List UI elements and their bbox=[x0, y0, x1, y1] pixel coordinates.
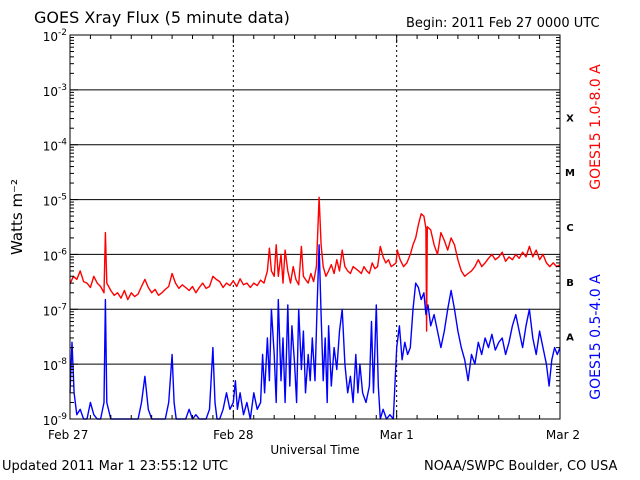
chart-title: GOES Xray Flux (5 minute data) bbox=[34, 8, 290, 27]
updated-time: Updated 2011 Mar 1 23:55:12 UTC bbox=[2, 459, 229, 474]
y-tick-label: 10-2 bbox=[43, 28, 67, 44]
y-tick-label: 10-9 bbox=[43, 412, 68, 428]
y-tick-label: 10-4 bbox=[43, 138, 68, 154]
x-tick-label: Mar 2 bbox=[546, 428, 580, 442]
y-tick-label: 10-6 bbox=[43, 247, 68, 263]
legend-entry: GOES15 0.5-4.0 A bbox=[588, 274, 604, 400]
flare-class-label: M bbox=[565, 168, 575, 179]
labels-layer: 10-9 10-8 10-7 10-6 10-5 10-4 10-3 10-2 Feb 27 Fe… bbox=[8, 28, 604, 457]
plot-frame bbox=[69, 34, 561, 420]
y-tick-label: 10-5 bbox=[43, 193, 67, 209]
y-tick-label: 10-8 bbox=[43, 357, 68, 373]
flare-class-label: C bbox=[566, 223, 573, 234]
flare-class-label: A bbox=[566, 333, 574, 344]
begin-time: Begin: 2011 Feb 27 0000 UTC bbox=[406, 16, 600, 31]
y-axis-title: Watts m⁻² bbox=[8, 179, 26, 255]
series-line-1 bbox=[69, 244, 561, 420]
y-tick-label: 10-3 bbox=[43, 83, 67, 99]
x-axis-title: Universal Time bbox=[270, 443, 359, 457]
series-layer bbox=[69, 196, 561, 420]
x-tick-label: Feb 27 bbox=[48, 428, 88, 442]
frame-layer bbox=[69, 34, 561, 420]
flare-class-label: X bbox=[566, 113, 574, 124]
flare-class-label: B bbox=[566, 278, 574, 289]
credit-text: NOAA/SWPC Boulder, CO USA bbox=[424, 459, 618, 474]
series-line-0 bbox=[69, 196, 561, 332]
x-tick-label: Feb 28 bbox=[213, 428, 253, 442]
legend-entry: GOES15 1.0-8.0 A bbox=[588, 64, 604, 190]
x-tick-label: Mar 1 bbox=[380, 428, 414, 442]
y-tick-label: 10-7 bbox=[43, 302, 67, 318]
